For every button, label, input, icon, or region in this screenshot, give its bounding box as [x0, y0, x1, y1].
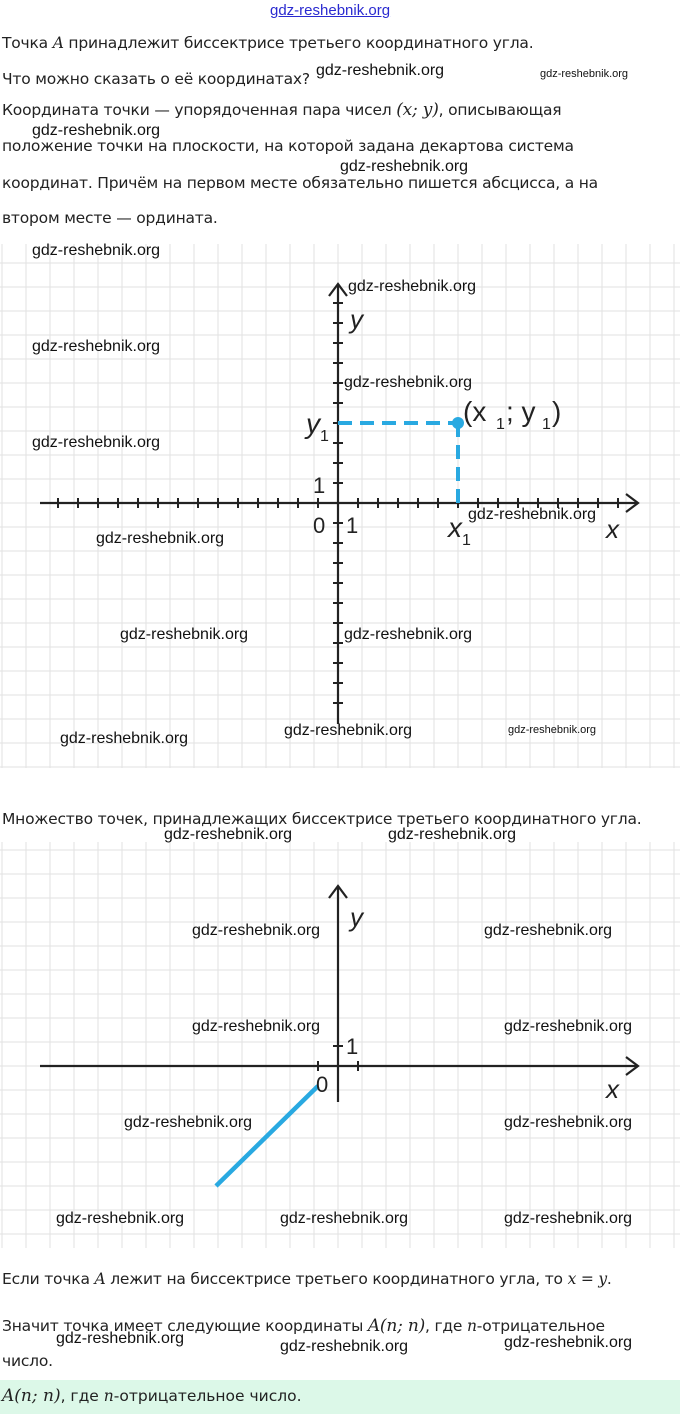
- x1-subscript: 1: [462, 532, 471, 549]
- watermark: gdz-reshebnik.org: [280, 1210, 409, 1227]
- x-unit-label: 1: [346, 513, 358, 538]
- bisector-ray: [214, 1084, 320, 1188]
- watermark: gdz-reshebnik.org: [504, 1114, 633, 1131]
- watermark-link[interactable]: gdz-reshebnik.org: [270, 2, 391, 19]
- watermark: gdz-reshebnik.org: [96, 530, 225, 547]
- watermark: gdz-reshebnik.org: [192, 922, 321, 939]
- watermark: gdz-reshebnik.org: [164, 826, 293, 843]
- watermark: gdz-reshebnik.org: [284, 722, 413, 739]
- y-axis-arrow-icon: [328, 884, 348, 899]
- text-line: Точка A принадлежит биссектрисе третьего…: [2, 34, 534, 52]
- point-subscript: 1: [496, 416, 505, 433]
- watermark: gdz-reshebnik.org: [32, 338, 161, 355]
- x-axis-arrow-icon: [625, 1056, 640, 1076]
- text-line: число.: [2, 1352, 53, 1370]
- watermark: gdz-reshebnik.org: [508, 724, 597, 736]
- watermark: gdz-reshebnik.org: [316, 62, 445, 79]
- y-axis-label: y: [348, 902, 365, 932]
- coordinate-figure-bisector: y x 01: [0, 842, 680, 1248]
- y-unit-label: 1: [346, 1034, 358, 1059]
- watermark: gdz-reshebnik.org: [504, 1210, 633, 1227]
- text-line: Что можно сказать о её координатах?: [2, 70, 310, 88]
- watermark: gdz-reshebnik.org: [280, 1338, 409, 1355]
- x-axis-label: x: [604, 514, 620, 544]
- y-unit-label: 1: [313, 473, 325, 498]
- y1-label: y: [304, 408, 322, 439]
- watermark: gdz-reshebnik.org: [56, 1330, 185, 1347]
- watermark: gdz-reshebnik.org: [32, 434, 161, 451]
- point-label-mid: ; y: [506, 396, 536, 427]
- watermark: gdz-reshebnik.org: [504, 1018, 633, 1035]
- watermark: gdz-reshebnik.org: [504, 1334, 633, 1351]
- watermark: gdz-reshebnik.org: [484, 922, 613, 939]
- watermark: gdz-reshebnik.org: [388, 826, 517, 843]
- watermark: gdz-reshebnik.org: [344, 626, 473, 643]
- text-line: втором месте — ордината.: [2, 209, 218, 227]
- text-line: координат. Причём на первом месте обязат…: [2, 174, 598, 192]
- x-axis-label: x: [604, 1074, 620, 1104]
- coordinate-figure-point: yx0 11y 1x 1(x 1 ; y 1): [0, 244, 680, 768]
- watermark: gdz-reshebnik.org: [60, 730, 189, 747]
- watermark: gdz-reshebnik.org: [468, 506, 597, 523]
- watermark: gdz-reshebnik.org: [32, 242, 161, 259]
- watermark: gdz-reshebnik.org: [344, 374, 473, 391]
- watermark: gdz-reshebnik.org: [120, 626, 249, 643]
- watermark: gdz-reshebnik.org: [32, 122, 161, 139]
- text-line: Значит точка имеет следующие координаты …: [2, 1316, 605, 1336]
- point-subscript: 1: [542, 416, 551, 433]
- text-line: Множество точек, принадлежащих биссектри…: [2, 810, 642, 828]
- text-line: положение точки на плоскости, на которой…: [2, 137, 574, 155]
- x1-label: x: [446, 512, 463, 543]
- point-marker: [452, 417, 464, 429]
- watermark: gdz-reshebnik.org: [192, 1018, 321, 1035]
- watermark: gdz-reshebnik.org: [56, 1210, 185, 1227]
- point-label-close: ): [552, 396, 561, 427]
- text-line: Координата точки — упорядоченная пара чи…: [2, 100, 562, 120]
- x-axis-arrow-icon: [625, 493, 640, 513]
- watermark: gdz-reshebnik.org: [340, 158, 469, 175]
- point-label-open: (x: [463, 396, 486, 427]
- answer-box: A(n; n), где n-отрицательное число.: [0, 1380, 680, 1414]
- y1-subscript: 1: [320, 428, 329, 445]
- watermark: gdz-reshebnik.org: [540, 68, 629, 80]
- text-line: Если точка A лежит на биссектрисе третье…: [2, 1270, 612, 1288]
- origin-label: 0: [316, 1072, 328, 1097]
- watermark: gdz-reshebnik.org: [348, 278, 477, 295]
- watermark: gdz-reshebnik.org: [124, 1114, 253, 1131]
- y-axis-arrow-icon: [328, 282, 348, 297]
- origin-label: 0: [313, 513, 325, 538]
- y-axis-label: y: [348, 304, 365, 334]
